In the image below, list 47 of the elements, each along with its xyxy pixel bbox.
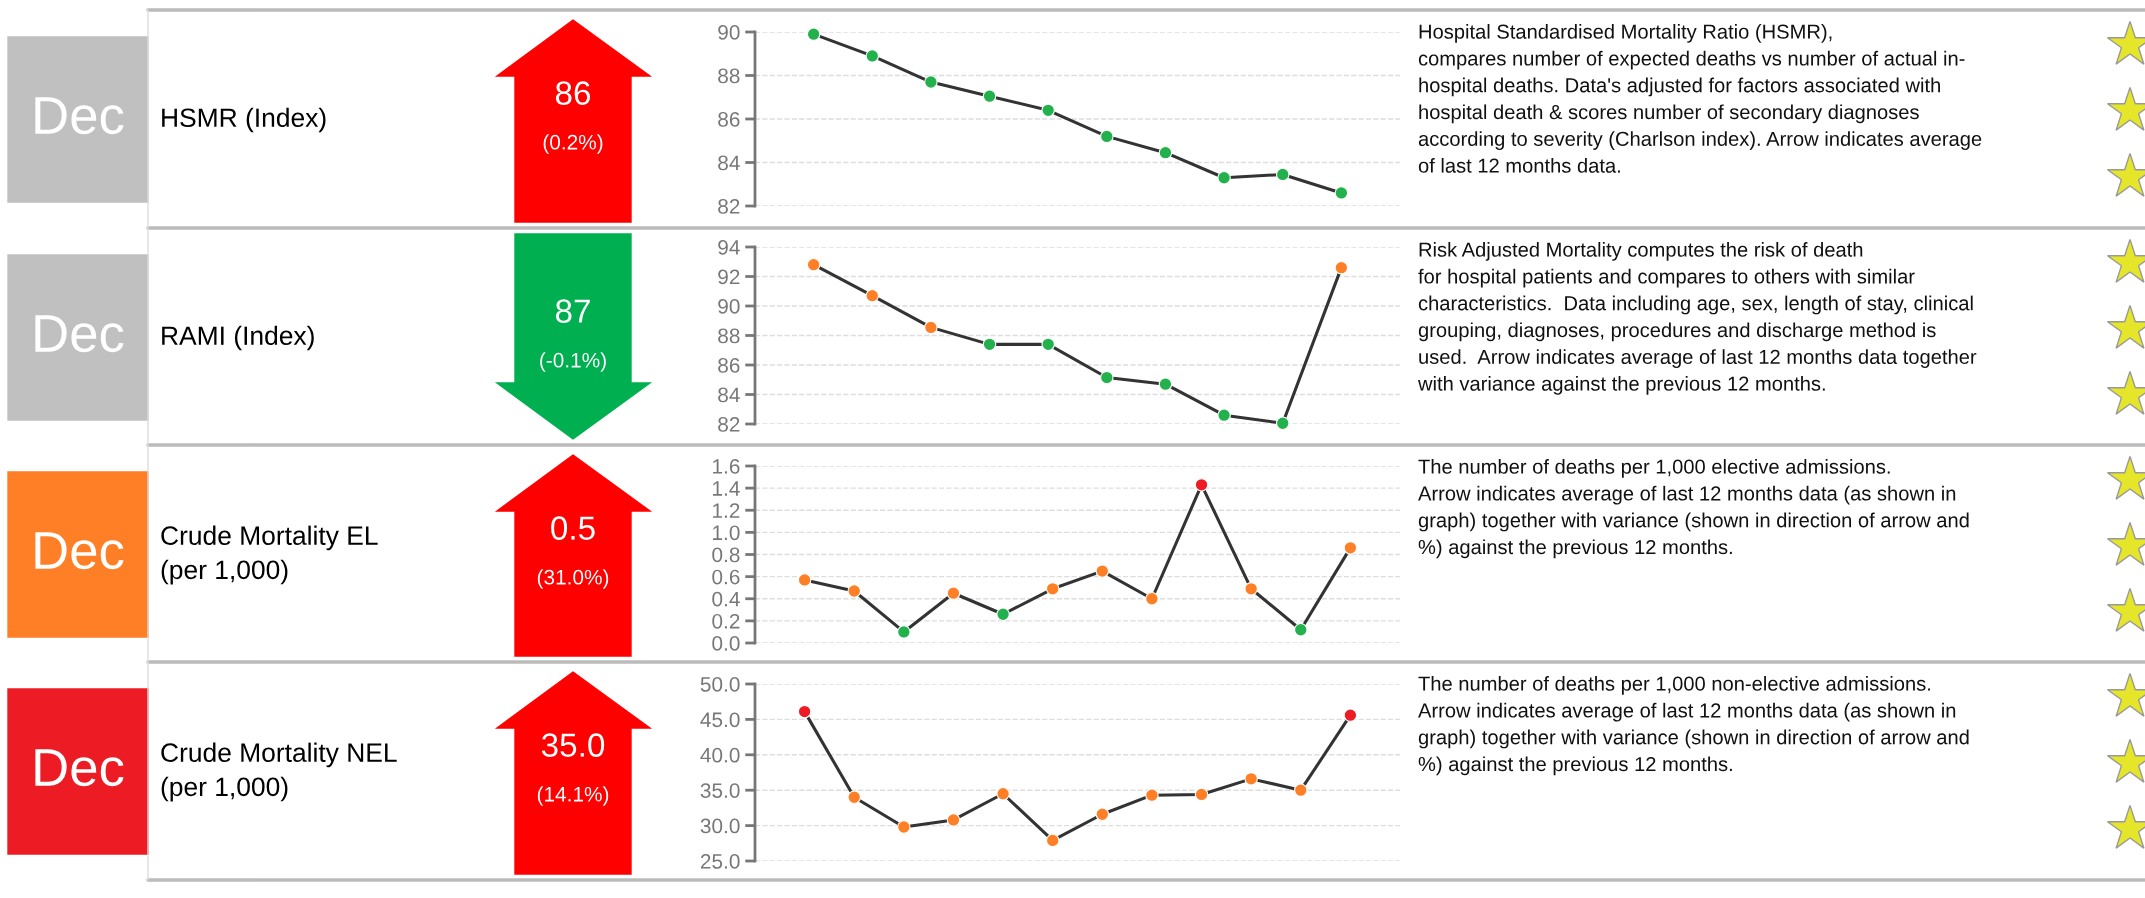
text: 86 xyxy=(555,81,591,105)
text: 87 xyxy=(555,299,590,323)
y-tick-label: 88 xyxy=(718,328,740,344)
text: (-0.1%) xyxy=(540,352,606,372)
y-tick-label: 0.2 xyxy=(712,613,740,629)
y-tick-label: 92 xyxy=(718,269,740,285)
text: (14.1%) xyxy=(537,786,609,806)
y-tick-label: 1.2 xyxy=(713,503,740,518)
text: Dec xyxy=(35,532,124,570)
text: 0.5 xyxy=(551,516,595,540)
text: Hospital Standardised Mortality Ratio (HSMR), compares number of expected deaths vs number of actual in- hospital deaths. Data's adjusted for factors associated with hospital death & scores number of secondary diagnoses according to severity (Charlson index). Arrow indicates average of last 12 months data. xyxy=(1418,24,1982,173)
y-tick-label: 82 xyxy=(718,417,740,432)
text: (31.0%) xyxy=(537,569,609,589)
text: (0.2%) xyxy=(543,134,603,154)
y-tick-label: 94 xyxy=(718,240,740,255)
y-tick-label: 82 xyxy=(718,199,740,214)
y-tick-label: 25.0 xyxy=(700,854,740,869)
text: 35.0 xyxy=(541,733,605,757)
y-tick-label: 0.6 xyxy=(712,569,740,585)
y-tick-label: 90 xyxy=(718,299,740,314)
text: The number of deaths per 1,000 elective admissions. Arrow indicates average of last 12 months data (as shown in graph) together with variance (shown in direction of arrow and %) against the previous 12 months. xyxy=(1418,459,1969,559)
y-tick-label: 86 xyxy=(718,358,740,373)
y-tick-label: 90 xyxy=(718,25,740,40)
y-tick-label: 86 xyxy=(718,112,740,127)
text: Risk Adjusted Mortality computes the risk of death for hospital patients and compares to others with similar characteristics. Data including age, sex, length of stay, clinical grouping, diagnoses, procedures and discharge method is used. Arrow indicates average of last 12 months data together with variance against the previous 12 months. xyxy=(1417,242,1977,395)
y-tick-label: 0.8 xyxy=(712,547,740,563)
text: Dec xyxy=(35,315,124,353)
y-tick-label: 1.4 xyxy=(713,481,740,496)
y-tick-label: 40.0 xyxy=(700,747,740,763)
y-tick-label: 84 xyxy=(718,387,740,403)
y-tick-label: 0.0 xyxy=(712,636,740,651)
y-tick-label: 84 xyxy=(718,155,740,171)
y-tick-label: 1.6 xyxy=(713,459,740,474)
text: The number of deaths per 1,000 non-elective admissions. Arrow indicates average of last 12 months data (as shown in graph) together with variance (shown in direction of arrow and %) against the previous 12 months. xyxy=(1418,676,1969,776)
y-tick-label: 45.0 xyxy=(700,712,740,728)
y-tick-label: 88 xyxy=(718,68,740,84)
text: Dec xyxy=(35,749,124,787)
y-tick-label: 30.0 xyxy=(700,818,740,834)
text: Crude Mortality NEL (per 1,000) xyxy=(161,742,397,802)
y-tick-label: 50.0 xyxy=(700,677,740,692)
text: HSMR (Index) xyxy=(162,107,326,133)
y-tick-label: 35.0 xyxy=(700,783,740,798)
y-tick-label: 1.0 xyxy=(713,525,740,541)
text: RAMI (Index) xyxy=(162,325,314,351)
text: Crude Mortality EL (per 1,000) xyxy=(161,525,378,585)
y-tick-label: 0.4 xyxy=(712,591,740,607)
text: Dec xyxy=(35,97,124,135)
